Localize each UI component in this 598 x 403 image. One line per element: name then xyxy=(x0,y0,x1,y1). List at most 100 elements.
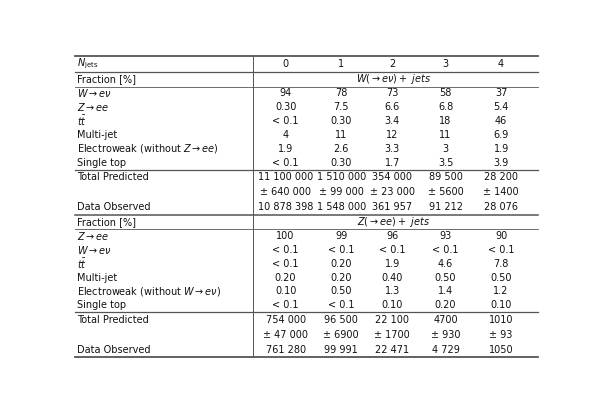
Text: ± 5600: ± 5600 xyxy=(428,187,463,197)
Text: ± 99 000: ± 99 000 xyxy=(319,187,364,197)
Text: 3: 3 xyxy=(443,144,448,154)
Text: 0.30: 0.30 xyxy=(331,158,352,168)
Text: Data Observed: Data Observed xyxy=(77,202,151,212)
Text: 93: 93 xyxy=(440,231,451,241)
Text: 761 280: 761 280 xyxy=(266,345,306,355)
Text: ± 47 000: ± 47 000 xyxy=(263,330,308,340)
Text: 0: 0 xyxy=(283,59,289,69)
Text: 5.4: 5.4 xyxy=(493,102,509,112)
Text: ± 640 000: ± 640 000 xyxy=(260,187,311,197)
Text: 3.4: 3.4 xyxy=(385,116,400,126)
Text: 96 500: 96 500 xyxy=(324,315,358,325)
Text: 754 000: 754 000 xyxy=(266,315,306,325)
Text: 1.2: 1.2 xyxy=(493,287,509,296)
Text: 0.50: 0.50 xyxy=(490,272,512,283)
Text: < 0.1: < 0.1 xyxy=(272,300,299,310)
Text: 4700: 4700 xyxy=(433,315,458,325)
Text: $W \rightarrow e\nu$: $W \rightarrow e\nu$ xyxy=(77,87,112,100)
Text: 89 500: 89 500 xyxy=(429,172,462,182)
Text: < 0.1: < 0.1 xyxy=(328,245,355,255)
Text: 1 548 000: 1 548 000 xyxy=(316,202,366,212)
Text: $t\bar{t}$: $t\bar{t}$ xyxy=(77,257,87,271)
Text: 1.9: 1.9 xyxy=(493,144,509,154)
Text: 0.50: 0.50 xyxy=(331,287,352,296)
Text: 7.8: 7.8 xyxy=(493,259,509,269)
Text: 0.20: 0.20 xyxy=(275,272,297,283)
Text: 99 991: 99 991 xyxy=(324,345,358,355)
Text: $Z \rightarrow ee$: $Z \rightarrow ee$ xyxy=(77,230,109,242)
Text: Data Observed: Data Observed xyxy=(77,345,151,355)
Text: 6.9: 6.9 xyxy=(493,130,509,140)
Text: 6.6: 6.6 xyxy=(385,102,400,112)
Text: 18: 18 xyxy=(440,116,451,126)
Text: 3.3: 3.3 xyxy=(385,144,400,154)
Text: 28 200: 28 200 xyxy=(484,172,518,182)
Text: $t\bar{t}$: $t\bar{t}$ xyxy=(77,114,87,128)
Text: ± 23 000: ± 23 000 xyxy=(370,187,415,197)
Text: 94: 94 xyxy=(279,89,292,98)
Text: 1.4: 1.4 xyxy=(438,287,453,296)
Text: < 0.1: < 0.1 xyxy=(328,300,355,310)
Text: 46: 46 xyxy=(495,116,507,126)
Text: ± 1400: ± 1400 xyxy=(483,187,519,197)
Text: 96: 96 xyxy=(386,231,398,241)
Text: 4.6: 4.6 xyxy=(438,259,453,269)
Text: 3.9: 3.9 xyxy=(493,158,509,168)
Text: 11: 11 xyxy=(440,130,451,140)
Text: 0.30: 0.30 xyxy=(275,102,296,112)
Text: 1.3: 1.3 xyxy=(385,287,400,296)
Text: 100: 100 xyxy=(276,231,295,241)
Text: 1050: 1050 xyxy=(489,345,514,355)
Text: 1010: 1010 xyxy=(489,315,513,325)
Text: 28 076: 28 076 xyxy=(484,202,518,212)
Text: ± 6900: ± 6900 xyxy=(324,330,359,340)
Text: 354 000: 354 000 xyxy=(372,172,412,182)
Text: < 0.1: < 0.1 xyxy=(272,116,299,126)
Text: < 0.1: < 0.1 xyxy=(272,158,299,168)
Text: 90: 90 xyxy=(495,231,507,241)
Text: Single top: Single top xyxy=(77,158,126,168)
Text: 99: 99 xyxy=(335,231,347,241)
Text: < 0.1: < 0.1 xyxy=(379,245,405,255)
Text: 73: 73 xyxy=(386,89,398,98)
Text: 0.20: 0.20 xyxy=(331,259,352,269)
Text: Electroweak (without $W \rightarrow e\nu$): Electroweak (without $W \rightarrow e\nu… xyxy=(77,285,221,298)
Text: 0.50: 0.50 xyxy=(435,272,456,283)
Text: 0.30: 0.30 xyxy=(331,116,352,126)
Text: < 0.1: < 0.1 xyxy=(272,245,299,255)
Text: $W \rightarrow e\nu$: $W \rightarrow e\nu$ xyxy=(77,244,112,256)
Text: 22 471: 22 471 xyxy=(375,345,409,355)
Text: 1.7: 1.7 xyxy=(385,158,400,168)
Text: < 0.1: < 0.1 xyxy=(432,245,459,255)
Text: Multi-jet: Multi-jet xyxy=(77,272,117,283)
Text: < 0.1: < 0.1 xyxy=(272,259,299,269)
Text: 1.9: 1.9 xyxy=(385,259,400,269)
Text: Total Predicted: Total Predicted xyxy=(77,172,149,182)
Text: $W(\rightarrow e\nu) +$ jets: $W(\rightarrow e\nu) +$ jets xyxy=(356,72,431,86)
Text: $Z(\rightarrow ee) +$ jets: $Z(\rightarrow ee) +$ jets xyxy=(357,215,430,229)
Text: ± 1700: ± 1700 xyxy=(374,330,410,340)
Text: 3.5: 3.5 xyxy=(438,158,453,168)
Text: 22 100: 22 100 xyxy=(375,315,409,325)
Text: ± 930: ± 930 xyxy=(431,330,460,340)
Text: Single top: Single top xyxy=(77,300,126,310)
Text: Multi-jet: Multi-jet xyxy=(77,130,117,140)
Text: 1.9: 1.9 xyxy=(278,144,293,154)
Text: Electroweak (without $Z \rightarrow ee$): Electroweak (without $Z \rightarrow ee$) xyxy=(77,142,219,155)
Text: 1: 1 xyxy=(338,59,344,69)
Text: < 0.1: < 0.1 xyxy=(488,245,514,255)
Text: 0.10: 0.10 xyxy=(275,287,296,296)
Text: 78: 78 xyxy=(335,89,347,98)
Text: 11 100 000: 11 100 000 xyxy=(258,172,313,182)
Text: $Z \rightarrow ee$: $Z \rightarrow ee$ xyxy=(77,101,109,113)
Text: 10 878 398: 10 878 398 xyxy=(258,202,313,212)
Text: 4: 4 xyxy=(283,130,289,140)
Text: 361 957: 361 957 xyxy=(372,202,412,212)
Text: Total Predicted: Total Predicted xyxy=(77,315,149,325)
Text: Fraction [%]: Fraction [%] xyxy=(77,74,136,84)
Text: 0.20: 0.20 xyxy=(331,272,352,283)
Text: 0.40: 0.40 xyxy=(382,272,403,283)
Text: 1 510 000: 1 510 000 xyxy=(316,172,366,182)
Text: 91 212: 91 212 xyxy=(429,202,462,212)
Text: 37: 37 xyxy=(495,89,507,98)
